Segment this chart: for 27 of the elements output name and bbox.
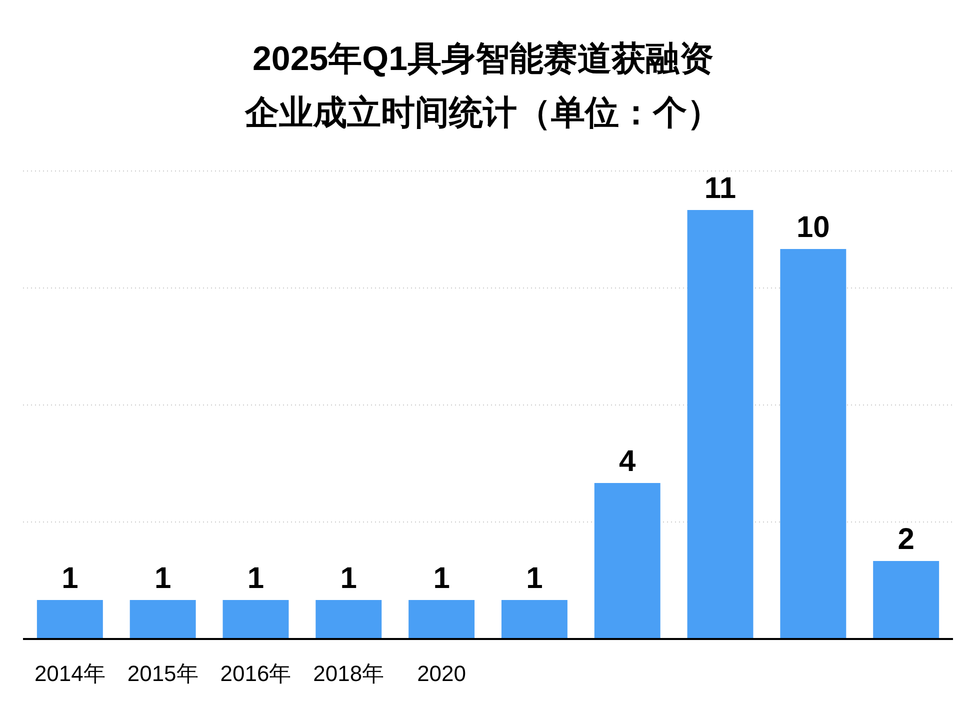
bar	[222, 600, 289, 639]
data-label: 4	[619, 445, 636, 478]
bar	[501, 600, 568, 639]
chart-subtitle: 企业成立时间统计（单位：个）	[244, 94, 721, 132]
bar	[687, 210, 754, 639]
data-label: 10	[796, 211, 830, 244]
bar	[780, 249, 846, 639]
data-label: 1	[526, 562, 543, 595]
data-label: 1	[62, 562, 78, 595]
x-tick-label: 2014年	[34, 661, 106, 686]
x-tick-label: 2016年	[220, 661, 292, 686]
bar	[594, 483, 660, 639]
data-label: 1	[154, 562, 172, 595]
data-label: 1	[433, 562, 450, 595]
x-tick-label: 2018年	[313, 661, 384, 686]
data-label: 11	[704, 172, 736, 205]
bar	[130, 600, 196, 639]
bar	[36, 600, 103, 639]
data-label: 1	[340, 562, 357, 595]
x-tick-label: 2020	[417, 661, 466, 686]
chart-title: 2025年Q1具身智能赛道获融资	[252, 40, 714, 78]
bar	[316, 600, 382, 639]
data-label: 1	[247, 562, 264, 595]
bar	[873, 561, 940, 639]
bar	[408, 600, 475, 639]
data-label: 2	[898, 523, 914, 556]
x-tick-label: 2015年	[127, 661, 198, 686]
